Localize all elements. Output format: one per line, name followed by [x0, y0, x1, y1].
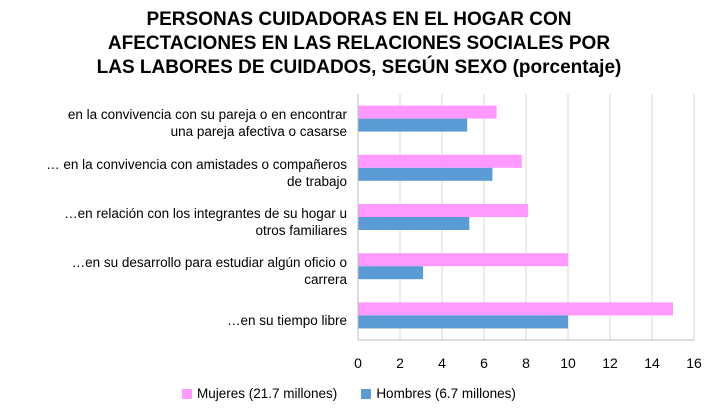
bar-mujeres-4	[358, 302, 673, 316]
category-label-amistades: … en la convivencia con amistades o comp…	[46, 157, 347, 189]
x-tick-label: 8	[522, 355, 530, 371]
legend-item-mujeres: Mujeres (21.7 millones)	[182, 386, 337, 401]
bar-hombres-3	[358, 266, 424, 280]
chart-title-line-1: PERSONAS CUIDADORAS EN EL HOGAR CON	[146, 9, 572, 30]
bar-mujeres-1	[358, 154, 522, 168]
bar-hombres-1	[358, 167, 493, 181]
category-label-estudiar: …en su desarrollo para estudiar algún of…	[71, 255, 347, 287]
category-label-hogar: …en relación con los integrantes de su h…	[64, 206, 347, 238]
x-tick-label: 4	[438, 355, 446, 371]
bar-hombres-2	[358, 217, 470, 230]
x-tick-label: 14	[644, 355, 660, 371]
bar-mujeres-0	[358, 105, 497, 119]
x-tick-label: 6	[480, 355, 488, 371]
legend-item-hombres: Hombres (6.7 millones)	[361, 386, 516, 401]
x-tick-label: 2	[396, 355, 404, 371]
bar-hombres-0	[358, 118, 468, 132]
x-tick-label: 16	[686, 355, 702, 371]
chart-title-line-2: AFECTACIONES EN LAS RELACIONES SOCIALES …	[107, 33, 611, 54]
category-label-pareja: en la convivencia con su pareja o en enc…	[67, 107, 347, 139]
legend-swatch-hombres	[361, 388, 372, 399]
chart-title-line-3: LAS LABORES DE CUIDADOS, SEGÚN SEXO (por…	[96, 57, 622, 78]
x-tick-label: 12	[602, 355, 618, 371]
chart-title: PERSONAS CUIDADORAS EN EL HOGAR CON AFEC…	[0, 8, 718, 80]
category-label-tiempo-libre: …en su tiempo libre	[226, 313, 347, 328]
x-tick-label: 0	[354, 355, 362, 371]
legend-swatch-mujeres	[182, 388, 192, 399]
bar-mujeres-3	[358, 253, 568, 267]
bar-hombres-4	[358, 315, 568, 329]
legend: Mujeres (21.7 millones) Hombres (6.7 mil…	[182, 386, 540, 401]
x-tick-label: 10	[560, 355, 576, 371]
bar-mujeres-2	[358, 204, 529, 217]
